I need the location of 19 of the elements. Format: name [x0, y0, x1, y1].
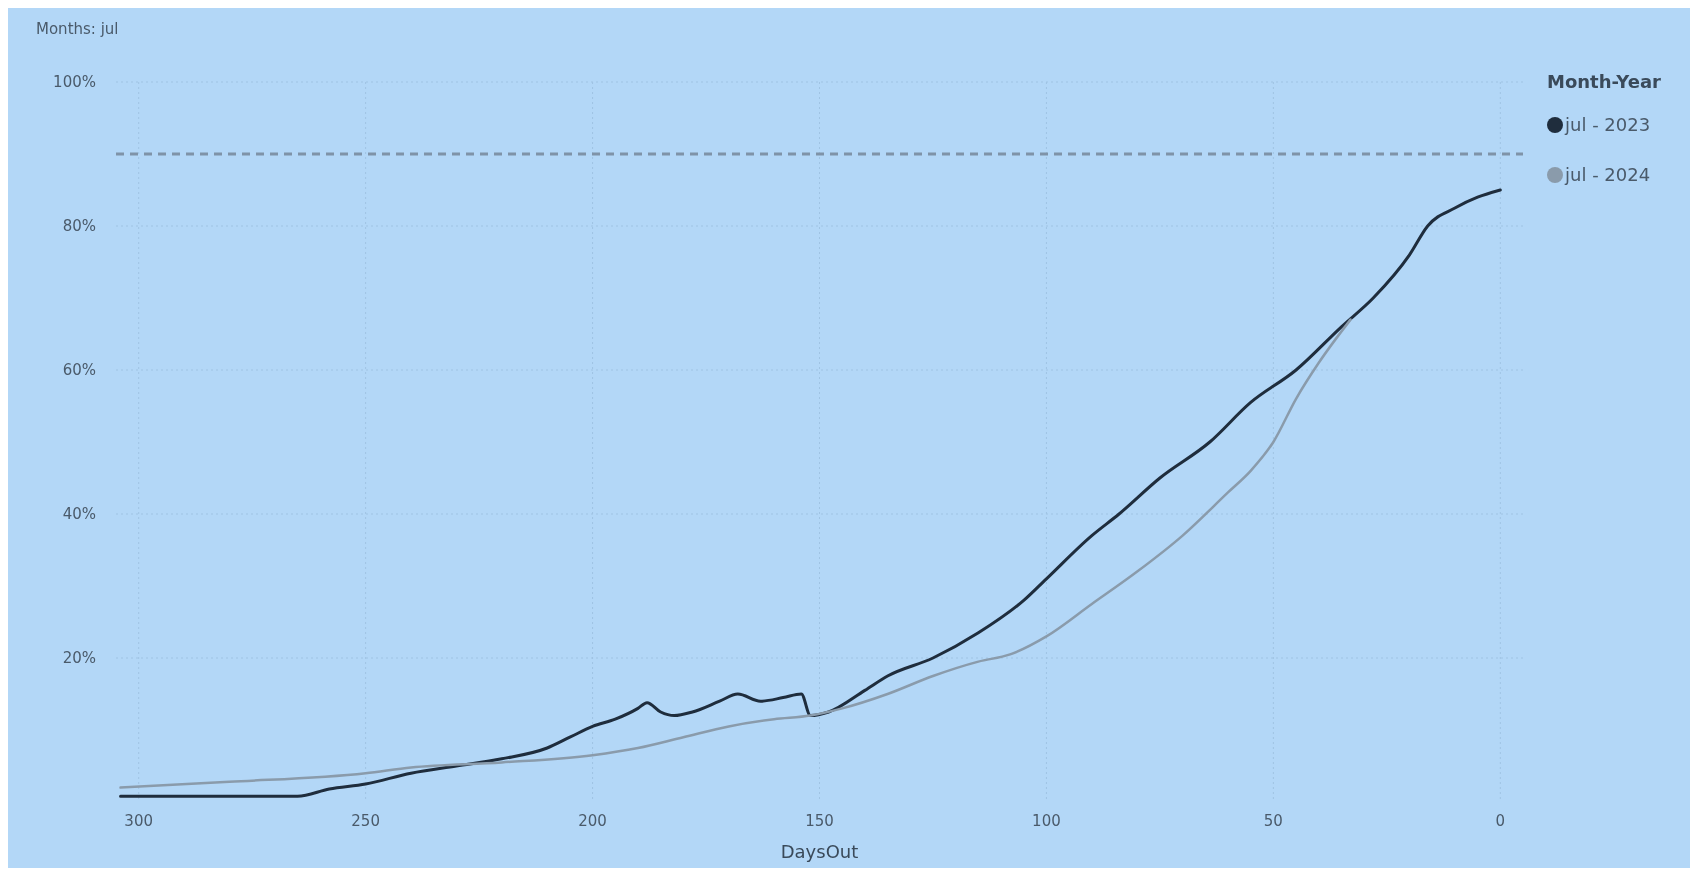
x-tick-label: 100 — [1032, 812, 1061, 830]
x-tick-label: 150 — [805, 812, 834, 830]
x-tick-label: 250 — [351, 812, 380, 830]
x-tick-label: 0 — [1495, 812, 1506, 830]
x-tick-label: 200 — [578, 812, 607, 830]
legend-label: jul - 2023 — [1564, 114, 1651, 136]
chart-title: Months: jul — [36, 20, 119, 38]
line-series — [119, 188, 1502, 798]
legend-label: jul - 2024 — [1564, 164, 1651, 186]
y-tick-label: 40% — [62, 505, 96, 524]
x-tick-label: 50 — [1263, 812, 1283, 830]
y-tick-label: 20% — [62, 649, 96, 668]
line-series — [119, 318, 1352, 789]
y-tick-label: 100% — [53, 73, 96, 92]
legend-title: Month-Year — [1547, 71, 1662, 92]
y-tick-label: 80% — [62, 217, 96, 236]
x-axis-title: DaysOut — [780, 841, 859, 862]
y-tick-label: 60% — [62, 361, 96, 380]
x-tick-label: 300 — [124, 812, 154, 830]
